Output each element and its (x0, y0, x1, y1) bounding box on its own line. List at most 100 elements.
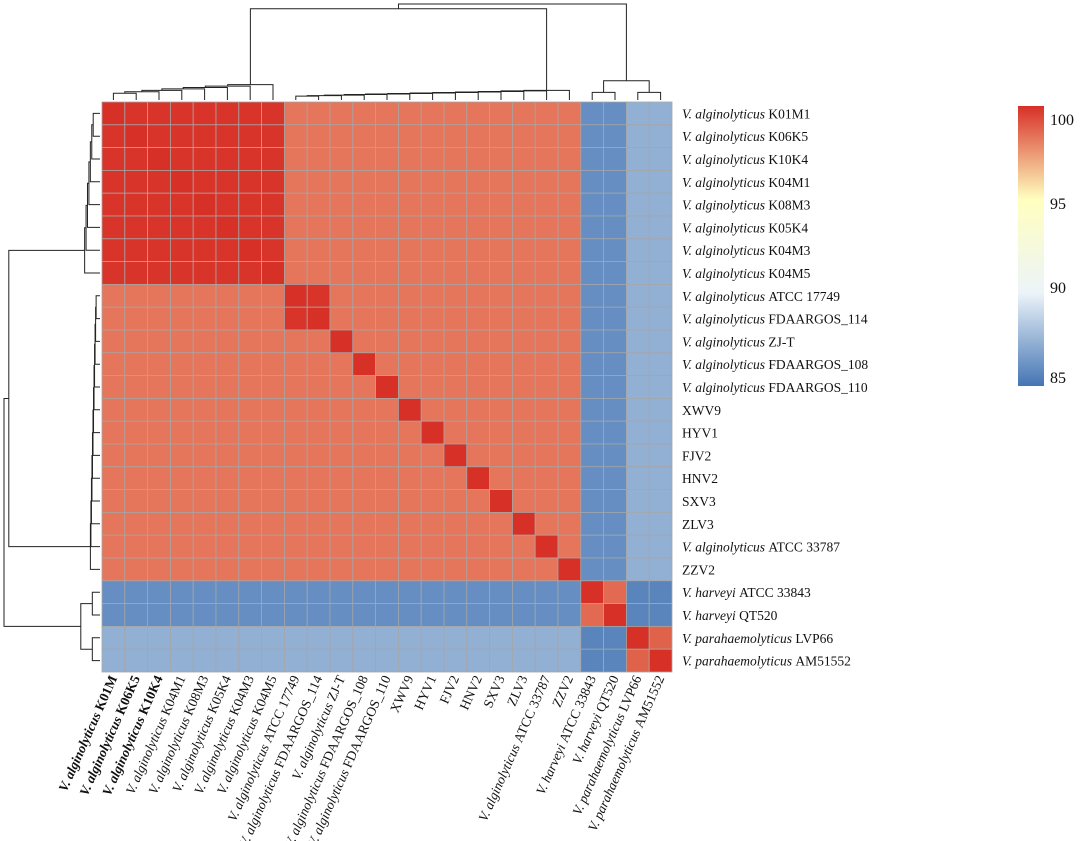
heatmap-cell (215, 512, 240, 536)
row-label: V. alginolyticus ZJ-T (682, 334, 795, 349)
dendrogram-branch (637, 91, 662, 100)
heatmap-cell (238, 603, 263, 627)
heatmap-cell (329, 306, 354, 331)
heatmap-cell (306, 101, 331, 126)
heatmap-cell (192, 466, 217, 490)
heatmap-cell (534, 147, 559, 171)
heatmap-cell (397, 329, 422, 354)
heatmap-cell (466, 283, 490, 308)
heatmap-cell (306, 534, 331, 559)
row-label: V. alginolyticus FDAARGOS_108 (682, 357, 868, 372)
heatmap-cell (557, 443, 582, 468)
heatmap-cell (489, 580, 513, 604)
heatmap-cell (101, 261, 126, 285)
heatmap-cell (534, 238, 559, 263)
dendrogram-branch (182, 86, 228, 100)
heatmap-cell (169, 352, 194, 376)
heatmap-cell (147, 489, 171, 513)
heatmap-cell (215, 534, 240, 559)
heatmap-cell (512, 352, 536, 376)
heatmap-cell (443, 534, 468, 559)
heatmap-cell (397, 489, 422, 513)
heatmap-cell (580, 534, 604, 559)
heatmap-cell (603, 534, 627, 559)
heatmap-cell (420, 169, 445, 194)
heatmap-cell (375, 648, 399, 673)
row-label: V. parahaemolyticus LVP66 (682, 631, 833, 646)
heatmap-cell (466, 512, 490, 536)
heatmap-cell (238, 512, 263, 536)
heatmap-cell (397, 512, 422, 536)
heatmap-cell (466, 466, 490, 490)
row-label: XWV9 (682, 403, 721, 418)
row-label: V. harveyi ATCC 33843 (682, 585, 811, 600)
heatmap-cell (580, 147, 604, 171)
heatmap-cell (329, 261, 354, 285)
heatmap-cell (443, 580, 468, 604)
heatmap-cell (352, 603, 376, 627)
heatmap-cell (557, 169, 582, 194)
heatmap-cell (283, 169, 308, 194)
heatmap-cell (534, 352, 559, 376)
heatmap-cell (192, 603, 217, 627)
heatmap-cell (101, 512, 126, 536)
heatmap-cell (375, 329, 399, 354)
heatmap-cell (512, 283, 536, 308)
heatmap-cell (603, 443, 627, 468)
heatmap-cell (648, 489, 673, 513)
heatmap-cell (580, 603, 604, 627)
heatmap-cell (420, 101, 445, 126)
heatmap-cell (534, 626, 559, 650)
heatmap-cell (375, 352, 399, 376)
heatmap-cell (489, 329, 513, 354)
heatmap-cell (169, 466, 194, 490)
heatmap-cell (466, 147, 490, 171)
dendrogram-branch (91, 591, 100, 616)
heatmap-cell (626, 306, 650, 331)
heatmap-cell (397, 397, 422, 422)
heatmap-cell (329, 329, 354, 354)
heatmap-cell (603, 306, 627, 331)
heatmap-cell (238, 101, 263, 126)
heatmap-cell (443, 169, 468, 194)
heatmap-cell (557, 580, 582, 604)
heatmap-cell (147, 306, 171, 331)
heatmap-cell (397, 306, 422, 331)
heatmap-cell (261, 147, 285, 171)
heatmap-cell (557, 192, 582, 217)
heatmap-cell (420, 124, 445, 149)
heatmap-cell (124, 466, 149, 490)
row-labels: V. alginolyticus K01M1 V. alginolyticus K… (682, 106, 868, 668)
heatmap-cell (603, 215, 627, 240)
heatmap-cell (603, 169, 627, 194)
heatmap-cell (603, 626, 627, 650)
heatmap-cell (626, 101, 650, 126)
heatmap-cell (534, 306, 559, 331)
heatmap-cell (124, 192, 149, 217)
row-label: V. alginolyticus K04M3 (682, 243, 811, 258)
heatmap-cell (512, 261, 536, 285)
heatmap-cell (648, 512, 673, 536)
heatmap-cell (648, 580, 673, 604)
heatmap-cell (169, 512, 194, 536)
heatmap-cell (375, 603, 399, 627)
heatmap-cell (215, 443, 240, 468)
heatmap-cell (580, 329, 604, 354)
heatmap-cell (238, 626, 263, 650)
heatmap-cell (489, 512, 513, 536)
heatmap-cell (626, 352, 650, 376)
heatmap-cell (261, 124, 285, 149)
row-label: V. harveyi QT520 (682, 608, 778, 623)
heatmap-cell (101, 603, 126, 627)
heatmap-cell (306, 283, 331, 308)
heatmap-cell (534, 603, 559, 627)
heatmap-cell (192, 375, 217, 399)
heatmap-cell (192, 124, 217, 149)
heatmap-cell (283, 557, 308, 582)
heatmap-cell (534, 534, 559, 559)
heatmap-cell (261, 443, 285, 468)
heatmap-cell (489, 557, 513, 582)
heatmap-cell (466, 420, 490, 445)
heatmap-cell (169, 420, 194, 445)
heatmap-cell (215, 580, 240, 604)
